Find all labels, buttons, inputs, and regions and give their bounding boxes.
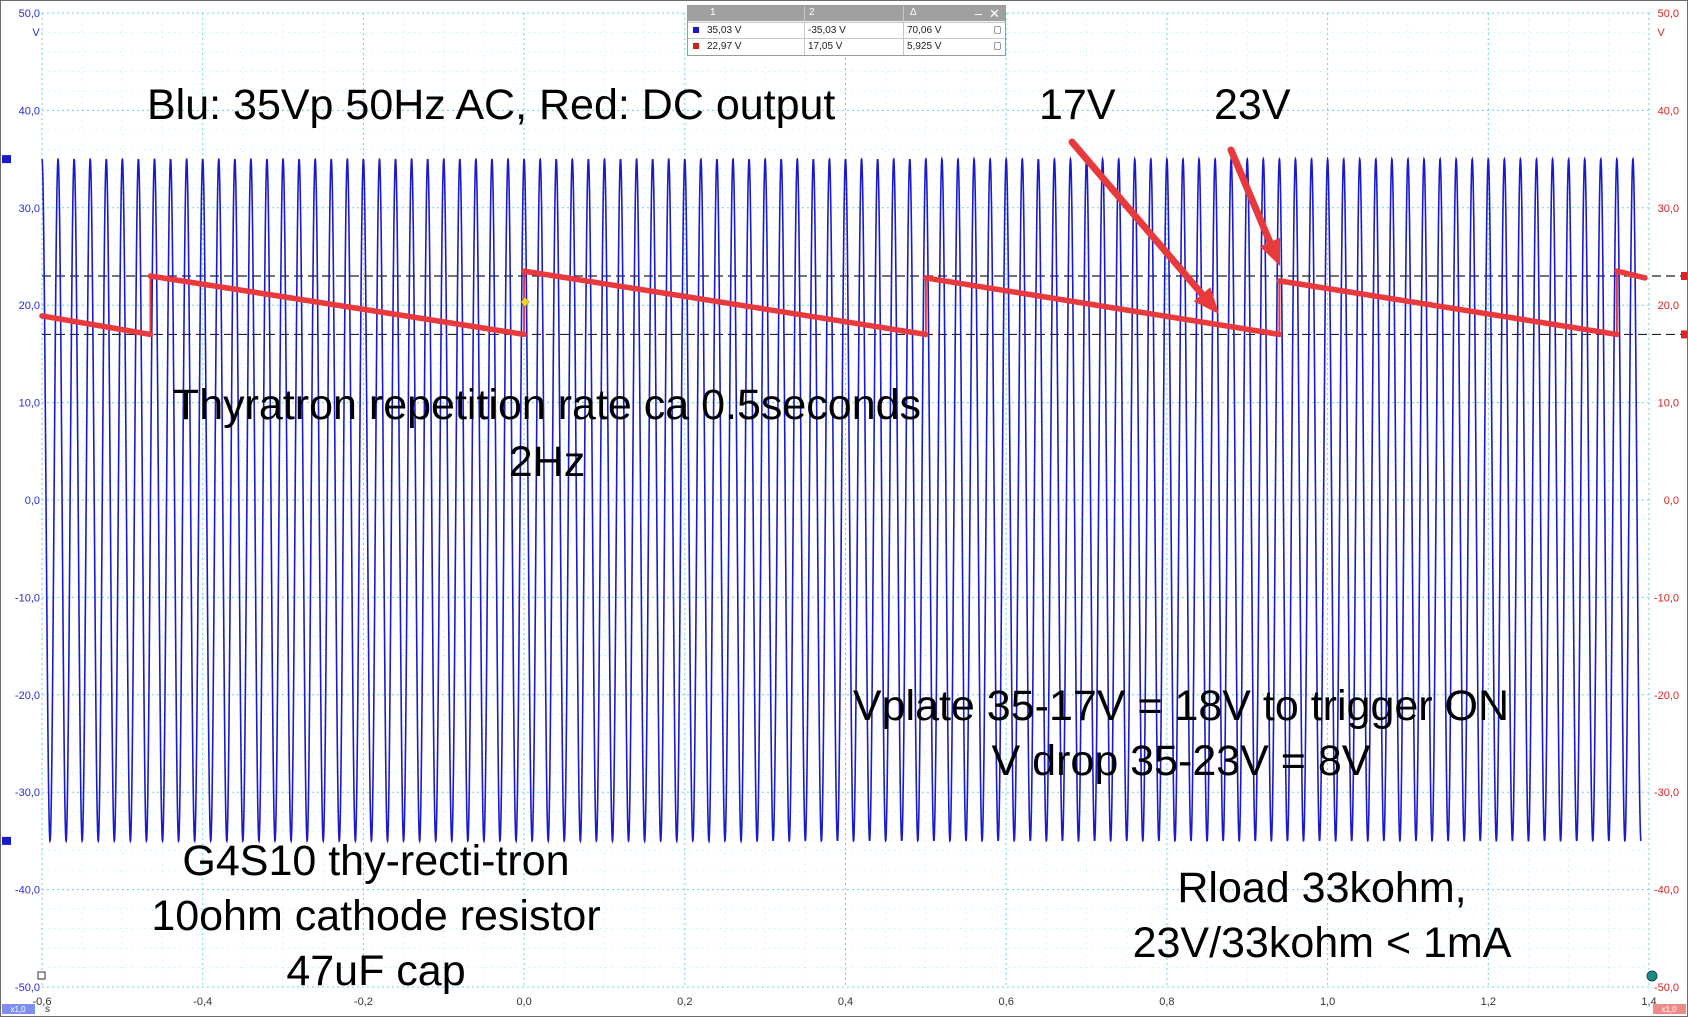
measurement-col-delta-header: Δ <box>910 7 917 18</box>
channel-marker-blue-bottom <box>2 836 11 845</box>
x-tick-label: 1,2 <box>1481 996 1496 1008</box>
annotation-rload: Rload 33kohm, 23V/33kohm < 1mA <box>1097 861 1547 971</box>
y-tick-label-right: -20,0 <box>1654 690 1679 702</box>
y-unit-left: V <box>32 27 40 39</box>
scale-badge-right-label: x1,0 <box>1661 1005 1677 1014</box>
minimize-button[interactable]: – <box>974 6 983 21</box>
x-tick-label: 0,2 <box>677 996 692 1008</box>
origin-handle <box>37 971 46 980</box>
y-tick-label-right: 10,0 <box>1658 398 1679 410</box>
measurement-red-v2: 17,05 V <box>808 41 843 52</box>
y-unit-right: V <box>1657 27 1665 39</box>
x-tick-label: 0,0 <box>516 996 531 1008</box>
x-tick-label: -0,2 <box>354 996 373 1008</box>
annotation-tube-line-3: 47uF cap <box>286 947 466 995</box>
series-red-segment <box>1614 268 1648 281</box>
x-tick-label: -0,6 <box>33 996 52 1008</box>
x-unit-label: s <box>45 1004 50 1015</box>
y-tick-label-left: 40,0 <box>19 105 40 117</box>
arrow-17v-shaft <box>1068 138 1206 298</box>
y-tick-label-right: 50,0 <box>1658 8 1679 20</box>
annotation-rate-line-1: Thyratron repetition rate ca 0.5seconds <box>172 381 922 429</box>
annotation-tube-line-1: G4S10 thy-recti-tron <box>182 837 570 885</box>
cursor-handle-right <box>1681 330 1687 339</box>
y-tick-label-left: -10,0 <box>15 592 40 604</box>
trigger-marker <box>520 296 530 308</box>
cursor-handle-right <box>1681 271 1687 280</box>
annotation-vplate: Vplate 35-17V = 18V to trigger ON V drop… <box>813 682 1549 785</box>
measurement-table: 1 2 Δ – ✕ 35,03 V -35,03 V 70,06 V 22,97… <box>687 5 1006 56</box>
annotation-signals: Blu: 35Vp 50Hz AC, Red: DC output <box>147 81 836 129</box>
scale-badge-right <box>1653 1004 1686 1014</box>
y-tick-label-right: -10,0 <box>1654 592 1679 604</box>
scale-badge-left <box>2 1004 35 1014</box>
x-tick-label: 0,8 <box>1159 996 1174 1008</box>
y-tick-label-left: 10,0 <box>19 398 40 410</box>
arrow-23v-shaft <box>1227 146 1274 246</box>
close-button[interactable]: ✕ <box>989 6 1000 21</box>
y-tick-label-right: 0,0 <box>1664 495 1679 507</box>
series-red-segment <box>39 313 154 338</box>
annotation-rate-line-2: 2Hz <box>508 438 586 486</box>
series-red-segment <box>147 273 527 338</box>
y-tick-label-right: 30,0 <box>1658 203 1679 215</box>
x-tick-label: 1,0 <box>1320 996 1335 1008</box>
annotation-repetition-rate: Thyratron repetition rate ca 0.5seconds … <box>121 381 973 486</box>
y-tick-label-left: -20,0 <box>15 690 40 702</box>
y-tick-label-right: -30,0 <box>1654 787 1679 799</box>
measurement-row-red: 22,97 V 17,05 V 5,925 V <box>688 38 1005 55</box>
annotation-rload-line-2: 23V/33kohm < 1mA <box>1132 919 1512 967</box>
y-tick-label-left: 30,0 <box>19 203 40 215</box>
x-tick-label: 0,4 <box>838 996 853 1008</box>
y-tick-label-left: -50,0 <box>15 982 40 994</box>
series-red-segment <box>521 268 929 338</box>
channel-blue-swatch <box>693 27 699 33</box>
annotation-vplate-line-2: V drop 35-23V = 8V <box>991 737 1371 785</box>
y-tick-label-left: -30,0 <box>15 787 40 799</box>
series-red-segment <box>1276 278 1620 338</box>
scale-badge-left-label: x1,0 <box>10 1005 26 1014</box>
series-blue-ac-line <box>41 155 1642 845</box>
annotation-23v: 23V <box>1214 81 1291 129</box>
annotation-17v: 17V <box>1039 81 1116 129</box>
measurement-red-v1: 22,97 V <box>707 41 742 52</box>
y-tick-label-right: 20,0 <box>1658 300 1679 312</box>
y-tick-label-left: 0,0 <box>25 495 40 507</box>
lock-icon[interactable] <box>994 26 1001 34</box>
y-tick-label-left: -40,0 <box>15 885 40 897</box>
measurement-col-2-header: 2 <box>809 7 815 18</box>
channel-marker-blue-top <box>2 155 11 164</box>
arrow-17v-head <box>1193 287 1219 314</box>
x-tick-label: 1,4 <box>1641 996 1656 1008</box>
series-red-segment <box>923 275 1283 338</box>
x-tick-label: 0,6 <box>999 996 1014 1008</box>
y-tick-label-right: -50,0 <box>1654 982 1679 994</box>
measurement-col-1-header: 1 <box>710 7 716 18</box>
measurement-blue-v2: -35,03 V <box>808 25 846 36</box>
zoom-handle <box>1646 970 1658 982</box>
measurement-row-blue: 35,03 V -35,03 V 70,06 V <box>688 22 1005 38</box>
annotation-rload-line-1: Rload 33kohm, <box>1177 864 1467 912</box>
annotation-tube: G4S10 thy-recti-tron 10ohm cathode resis… <box>111 834 641 999</box>
lock-icon[interactable] <box>994 42 1001 50</box>
channel-red-swatch <box>693 43 699 49</box>
y-tick-label-left: 20,0 <box>19 300 40 312</box>
measurement-blue-delta: 70,06 V <box>907 25 942 36</box>
y-tick-label-right: -40,0 <box>1654 885 1679 897</box>
y-tick-label-left: 50,0 <box>19 8 40 20</box>
arrow-23v-head <box>1259 237 1281 266</box>
measurement-header: 1 2 Δ – ✕ <box>688 6 1005 21</box>
x-tick-label: -0,4 <box>193 996 212 1008</box>
annotation-tube-line-2: 10ohm cathode resistor <box>151 892 601 940</box>
measurement-red-delta: 5,925 V <box>907 41 942 52</box>
y-tick-label-right: 40,0 <box>1658 105 1679 117</box>
measurement-blue-v1: 35,03 V <box>707 25 742 36</box>
annotation-vplate-line-1: Vplate 35-17V = 18V to trigger ON <box>852 682 1510 730</box>
